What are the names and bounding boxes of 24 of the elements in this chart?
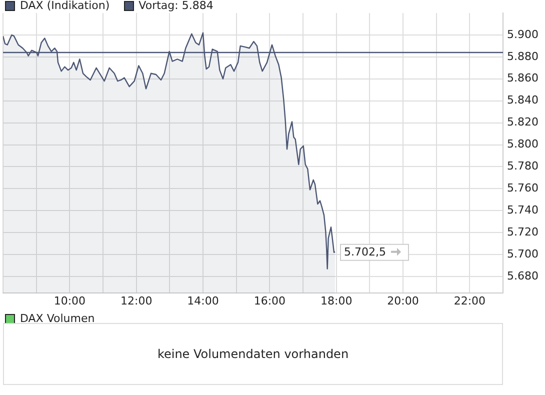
y-tick-label: 5.820 [507,116,538,129]
text: keine Volumendaten vorhanden [157,347,349,361]
x-tick-label: 18:00 [320,294,352,308]
text: DAX Volumen [20,312,95,325]
y-tick-label: 5.760 [507,182,538,195]
x-tick-label: 14:00 [187,294,219,308]
x-tick-label: 10:00 [54,294,86,308]
x-tick-label: 22:00 [454,294,486,308]
y-tick-label: 5.800 [507,138,538,151]
legend-label: DAX (Indikation) [20,0,110,12]
y-tick-label: 5.780 [507,160,538,173]
y-tick-label: 5.860 [507,72,538,85]
x-tick-label: 16:00 [254,294,286,308]
x-tick-label: 20:00 [387,294,419,308]
y-tick-label: 5.880 [507,50,538,63]
legend-label: Vortag: 5.884 [138,0,214,12]
y-tick-label: 5.840 [507,94,538,107]
y-tick-label: 5.700 [507,247,538,260]
y-tick-label: 5.680 [507,269,538,282]
y-tick-label: 5.720 [507,225,538,238]
y-tick-label: 5.740 [507,204,538,217]
annotation: 5.702,5 [344,246,386,259]
x-tick-label: 12:00 [120,294,152,308]
y-tick-label: 5.900 [507,28,538,41]
